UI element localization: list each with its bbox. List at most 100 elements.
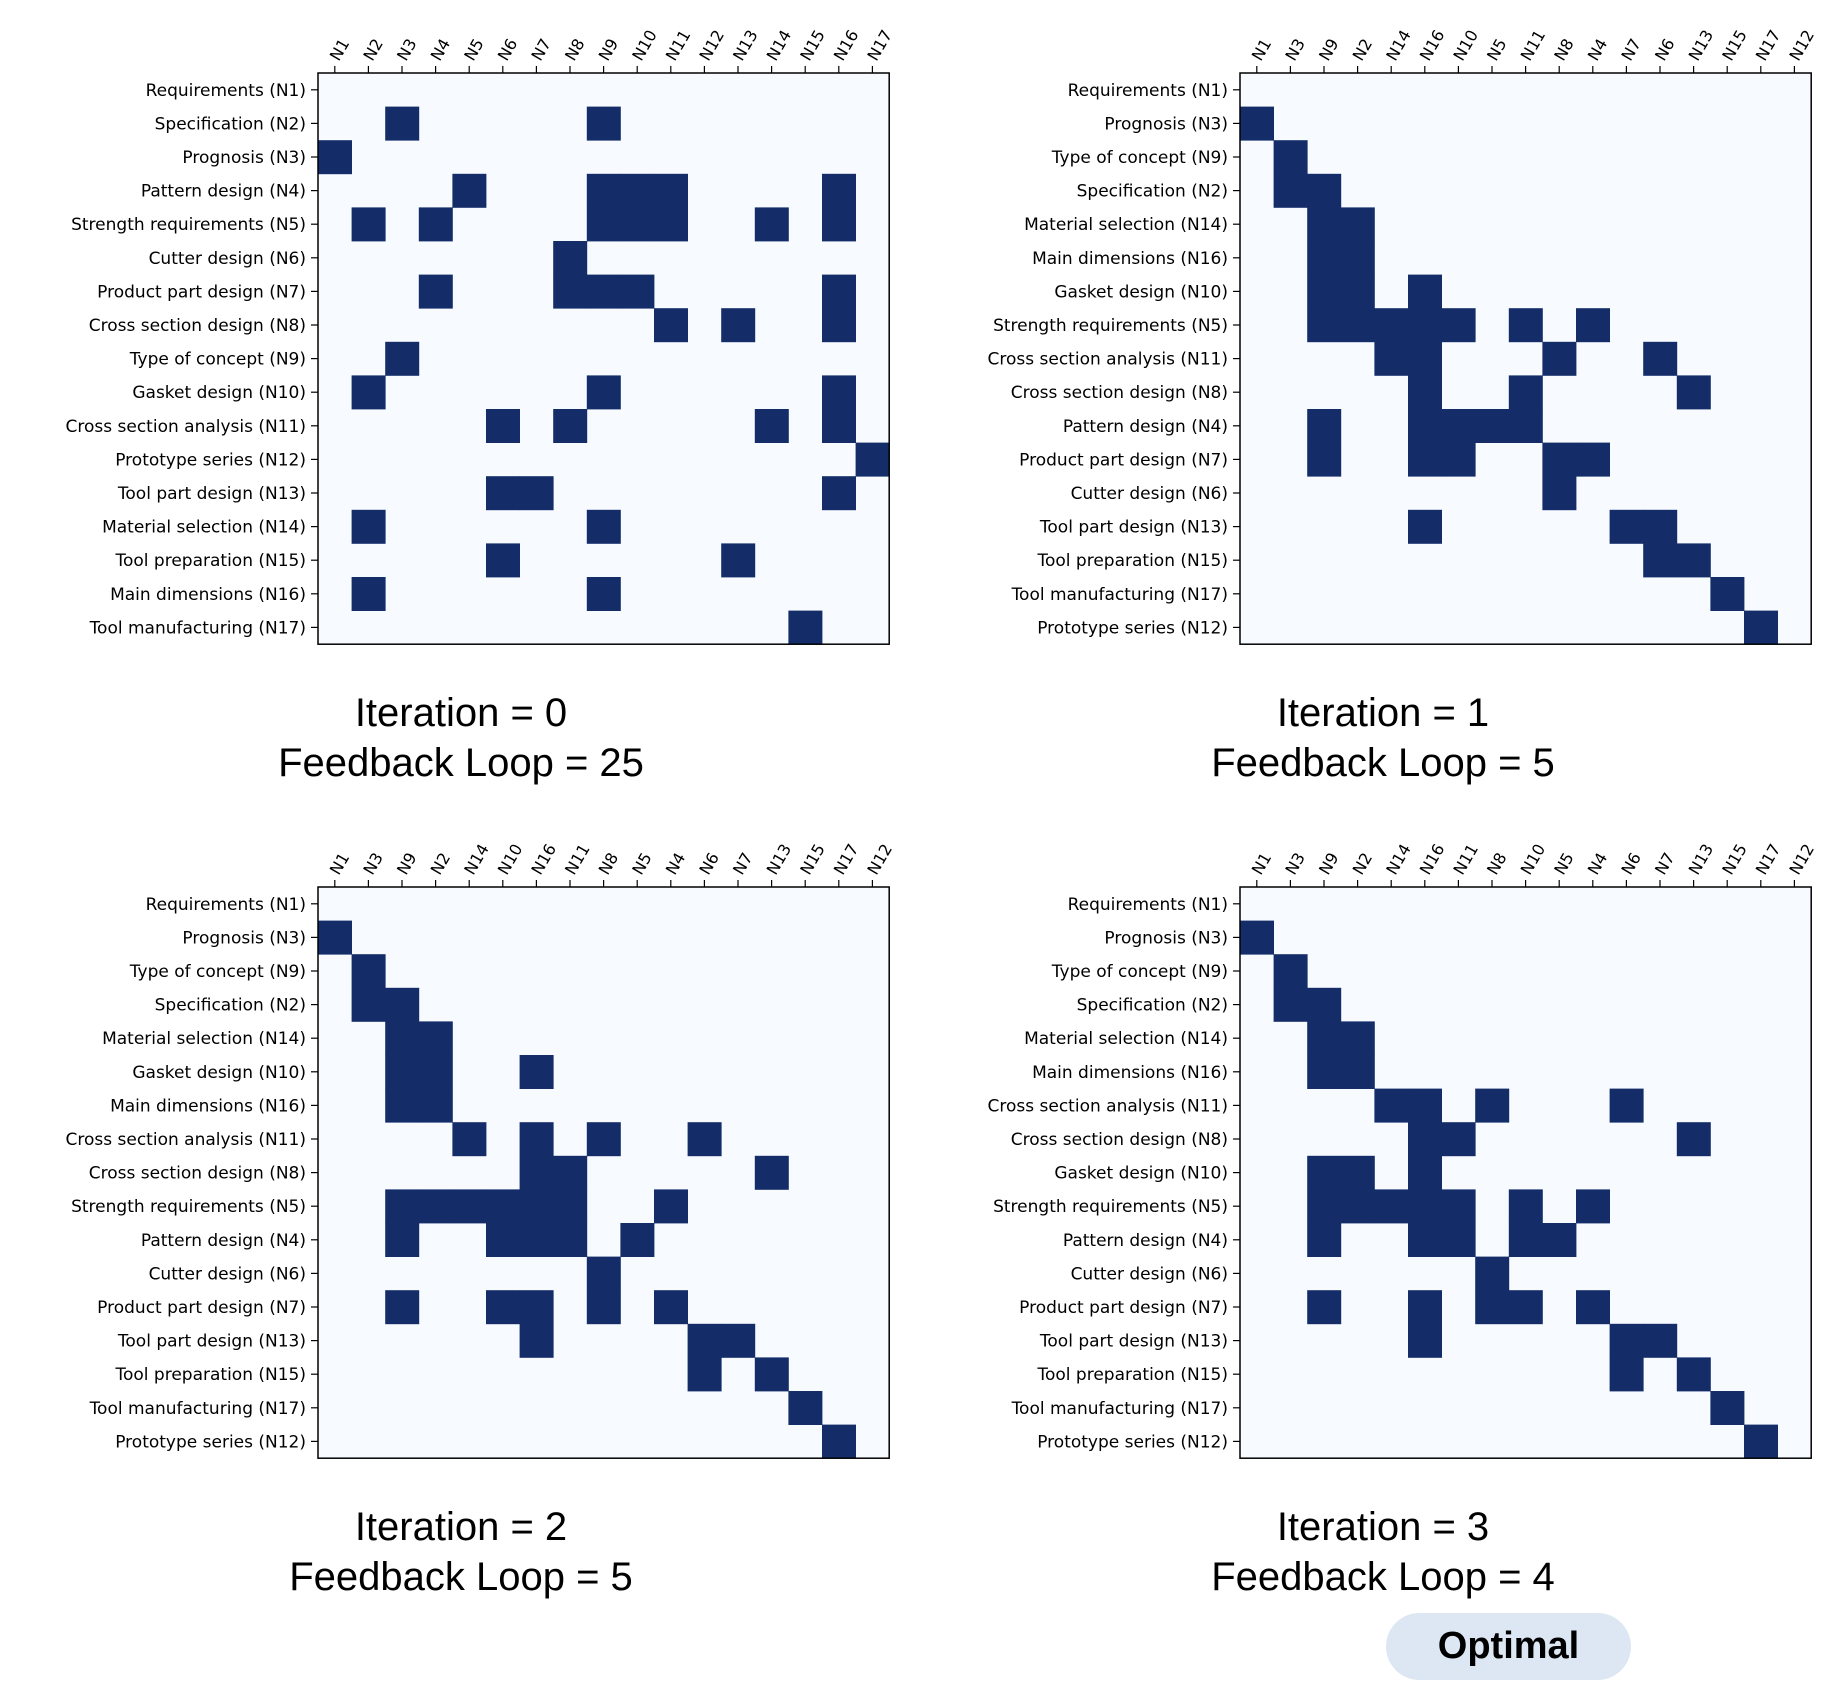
- dependency-cell: [822, 409, 856, 443]
- dependency-cell: [1710, 1391, 1745, 1425]
- dependency-cell: [1340, 1189, 1375, 1224]
- x-tick-label: N12: [1785, 27, 1818, 64]
- dsm-heatmap-iteration-0: N1 N2 N3 N4 N5 N6 N7 N8 N9 N10 N11 N12 N13 N14 N15 N16 N…: [66, 27, 896, 645]
- x-tick-label: N11: [662, 27, 695, 64]
- y-tick-label: Material selection (N14): [102, 518, 306, 538]
- dsm-panel-iteration-2: N1 N3 N9 N2 N14 N10 N16 N11 N8 N5 N4 N6 N7 N13 N15 N17 N…: [0, 814, 922, 1660]
- dependency-cell: [1643, 1323, 1678, 1358]
- dependency-cell: [318, 920, 352, 955]
- x-tick-label: N2: [1349, 849, 1377, 878]
- dependency-cell: [385, 1223, 420, 1257]
- dependency-cell: [418, 274, 453, 309]
- caption-iteration-3: Iteration = 3 Feedback Loop = 4: [922, 1502, 1844, 1602]
- x-tick-label: N16: [527, 841, 560, 878]
- dependency-cell: [1374, 1189, 1409, 1224]
- dependency-cell: [754, 207, 789, 242]
- dependency-cell: [385, 1055, 420, 1089]
- dependency-cell: [385, 1189, 420, 1224]
- y-tick-label: Cross section design (N8): [1011, 383, 1228, 403]
- x-tick-label: N17: [863, 27, 896, 64]
- x-tick-label: N9: [393, 849, 421, 878]
- x-tick-label: N15: [1718, 841, 1751, 878]
- y-tick-label: Product part design (N7): [97, 282, 306, 302]
- y-tick-label: Gasket design (N10): [1054, 1164, 1228, 1184]
- dependency-cell: [553, 1189, 588, 1224]
- dependency-cell: [1340, 1055, 1375, 1089]
- dependency-cell: [1676, 1357, 1711, 1392]
- caption-iteration-label: Iteration = 2: [354, 1505, 568, 1549]
- x-tick-label: N2: [359, 35, 387, 64]
- x-tick-label: N12: [695, 27, 728, 64]
- dependency-cell: [822, 274, 856, 309]
- dependency-cell: [1576, 1189, 1610, 1224]
- x-tick-label: N14: [763, 27, 796, 64]
- y-tick-label: Prototype series (N12): [115, 450, 306, 470]
- dependency-cell: [1307, 1021, 1342, 1056]
- dependency-cell: [1307, 274, 1342, 309]
- y-tick-label: Cross section design (N8): [89, 1164, 306, 1184]
- dependency-cell: [553, 1223, 588, 1257]
- dependency-cell: [1374, 341, 1409, 376]
- dependency-cell: [654, 1189, 688, 1224]
- y-tick-label: Material selection (N14): [1024, 1029, 1228, 1049]
- dependency-cell: [654, 173, 688, 208]
- dependency-cell: [519, 1122, 554, 1157]
- dependency-cell: [754, 1155, 789, 1190]
- x-tick-label: N4: [1584, 849, 1612, 878]
- dependency-cell: [1508, 1290, 1543, 1325]
- x-tick-label: N6: [1617, 849, 1645, 878]
- x-tick-label: N15: [1718, 27, 1751, 64]
- dependency-cell: [519, 1055, 554, 1089]
- caption-iteration-2: Iteration = 2 Feedback Loop = 5: [0, 1502, 922, 1602]
- dependency-cell: [1609, 1323, 1644, 1358]
- dependency-cell: [620, 173, 655, 208]
- dependency-cell: [519, 1223, 554, 1257]
- x-tick-label: N16: [1416, 27, 1449, 64]
- dependency-cell: [754, 409, 789, 443]
- dependency-cell: [1542, 1223, 1577, 1257]
- dependency-cell: [351, 207, 386, 242]
- dependency-cell: [519, 1323, 554, 1358]
- x-tick-label: N11: [1517, 27, 1550, 64]
- dependency-cell: [452, 1189, 487, 1224]
- dependency-cell: [1340, 274, 1375, 309]
- x-tick-label: N3: [1281, 35, 1309, 64]
- y-tick-label: Prognosis (N3): [1104, 928, 1228, 948]
- y-tick-label: Prototype series (N12): [115, 1432, 306, 1452]
- dependency-cell: [418, 1055, 453, 1089]
- x-tick-label: N7: [1651, 849, 1679, 878]
- x-tick-label: N3: [393, 35, 421, 64]
- x-tick-label: N6: [695, 849, 723, 878]
- x-tick-label: N8: [1483, 849, 1511, 878]
- y-tick-label: Tool manufacturing (N17): [1011, 585, 1228, 605]
- dependency-cell: [1307, 308, 1342, 343]
- dependency-cell: [1508, 1189, 1543, 1224]
- y-tick-label: Gasket design (N10): [132, 1063, 306, 1083]
- y-tick-label: Tool manufacturing (N17): [1011, 1399, 1228, 1419]
- x-tick-label: N1: [326, 35, 354, 64]
- y-tick-label: Product part design (N7): [1019, 450, 1228, 470]
- dependency-cell: [1408, 1122, 1442, 1157]
- y-tick-label: Type of concept (N9): [129, 962, 306, 982]
- dependency-cell: [418, 1021, 453, 1056]
- x-tick-label: N5: [1550, 849, 1578, 878]
- dependency-cell: [385, 1088, 420, 1123]
- x-tick-label: N8: [595, 849, 623, 878]
- dependency-cell: [1441, 1122, 1476, 1157]
- y-tick-label: Main dimensions (N16): [110, 585, 306, 605]
- optimal-badge: Optimal: [1386, 1613, 1631, 1680]
- dependency-cell: [1508, 409, 1543, 443]
- dsm-heatmap-iteration-3: N1 N3 N9 N2 N14 N16 N11 N8 N10 N5 N4 N6 N7 N13 N15 N17 N…: [988, 841, 1818, 1459]
- dependency-cell: [519, 476, 554, 511]
- y-tick-label: Cross section analysis (N11): [66, 417, 306, 437]
- dependency-cell: [1307, 1189, 1342, 1224]
- dependency-cell: [586, 509, 621, 544]
- dependency-cell: [687, 1323, 722, 1358]
- x-tick-label: N5: [1483, 35, 1511, 64]
- dependency-cell: [586, 207, 621, 242]
- x-tick-label: N15: [796, 841, 829, 878]
- y-tick-label: Type of concept (N9): [129, 350, 306, 370]
- x-tick-label: N13: [1685, 27, 1718, 64]
- x-tick-label: N12: [1785, 841, 1818, 878]
- dependency-cell: [1408, 1189, 1442, 1224]
